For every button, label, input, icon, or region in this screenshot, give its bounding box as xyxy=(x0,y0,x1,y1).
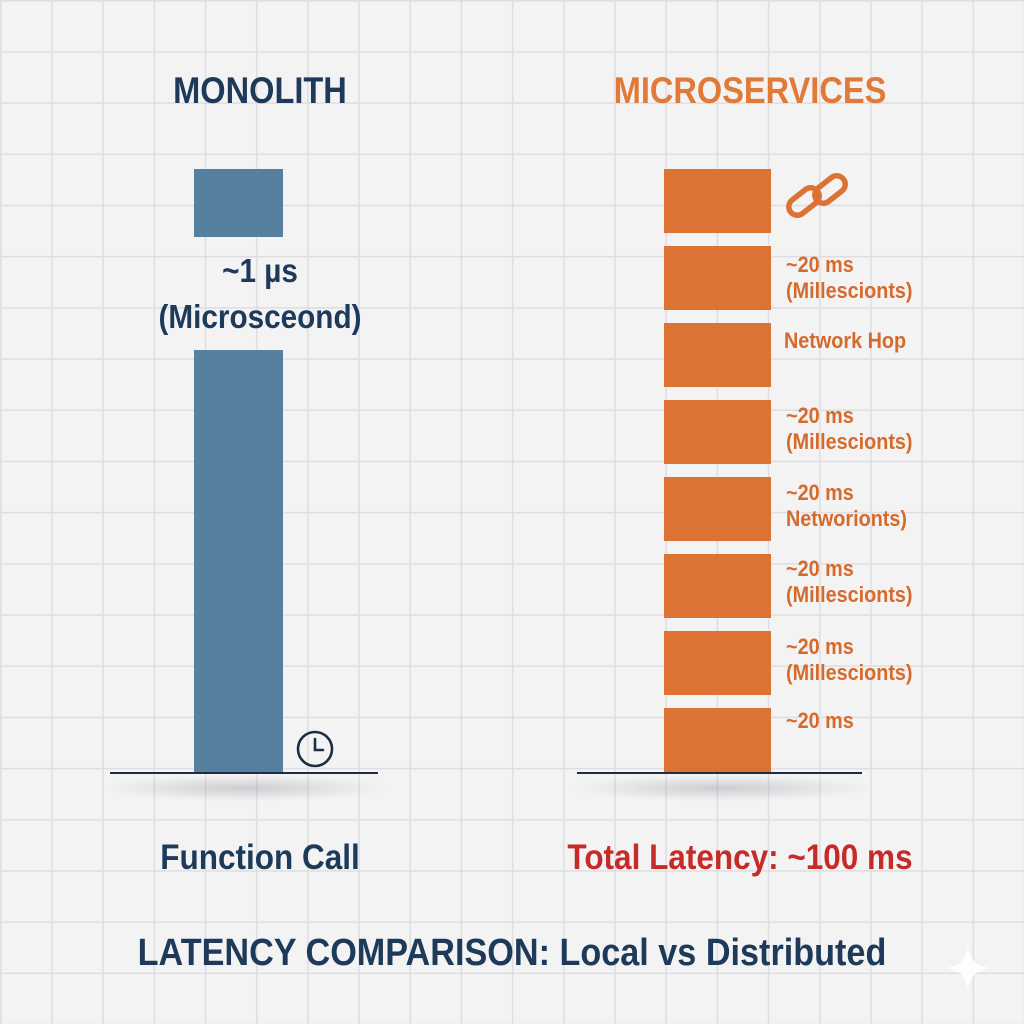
segment-label: ~20 ms (Millescionts) xyxy=(786,556,913,608)
footer-title: LATENCY COMPARISON: Local vs Distributed xyxy=(137,932,887,974)
microservices-baseline xyxy=(577,772,862,774)
segment-label: ~20 ms Networionts) xyxy=(786,480,907,532)
monolith-bar-top xyxy=(194,169,283,237)
segment-label-value: ~20 ms xyxy=(786,634,854,659)
monolith-baseline xyxy=(110,772,378,774)
microservices-segment xyxy=(664,631,771,695)
total-latency-label: Total Latency: ~100 ms xyxy=(567,838,913,877)
monolith-latency-value: ~1 µs xyxy=(222,252,298,289)
segment-label-value: ~20 ms xyxy=(786,556,854,581)
microservices-segment xyxy=(664,169,771,233)
monolith-shadow xyxy=(100,775,390,801)
segment-label: Network Hop xyxy=(784,328,906,354)
segment-label-value: ~20 ms xyxy=(786,252,854,277)
microservices-segment xyxy=(664,554,771,618)
segment-label: ~20 ms (Millescionts) xyxy=(786,403,913,455)
microservices-segment xyxy=(664,708,771,773)
microservices-segment xyxy=(664,477,771,541)
sparkle-icon xyxy=(946,946,990,990)
monolith-title: MONOLITH xyxy=(173,70,347,111)
segment-label-unit: (Millescionts) xyxy=(786,582,913,607)
segment-label: ~20 ms xyxy=(786,708,854,734)
microservices-segment xyxy=(664,400,771,464)
microservices-segment xyxy=(664,323,771,387)
monolith-latency-label: ~1 µs (Microsceond) xyxy=(107,248,413,340)
segment-label: ~20 ms (Millescionts) xyxy=(786,252,913,304)
segment-label-unit: (Millescionts) xyxy=(786,429,913,454)
segment-label-unit: Networionts) xyxy=(786,506,908,531)
segment-label-unit: (Millescionts) xyxy=(786,660,913,685)
segment-label-value: ~20 ms xyxy=(786,403,854,428)
link-icon xyxy=(786,173,848,218)
segment-label-value: ~20 ms xyxy=(786,480,854,505)
monolith-latency-unit: (Microsceond) xyxy=(158,298,362,335)
clock-icon xyxy=(296,730,334,768)
monolith-caption: Function Call xyxy=(160,838,360,877)
segment-label: ~20 ms (Millescionts) xyxy=(786,634,913,686)
monolith-bar-body xyxy=(194,350,283,773)
microservices-shadow xyxy=(568,775,873,801)
segment-label-unit: (Millescionts) xyxy=(786,278,913,303)
segment-label-value: ~20 ms xyxy=(786,708,854,733)
microservices-segment xyxy=(664,246,771,310)
segment-label-value: Network Hop xyxy=(784,328,907,353)
microservices-title: MICROSERVICES xyxy=(613,70,887,111)
